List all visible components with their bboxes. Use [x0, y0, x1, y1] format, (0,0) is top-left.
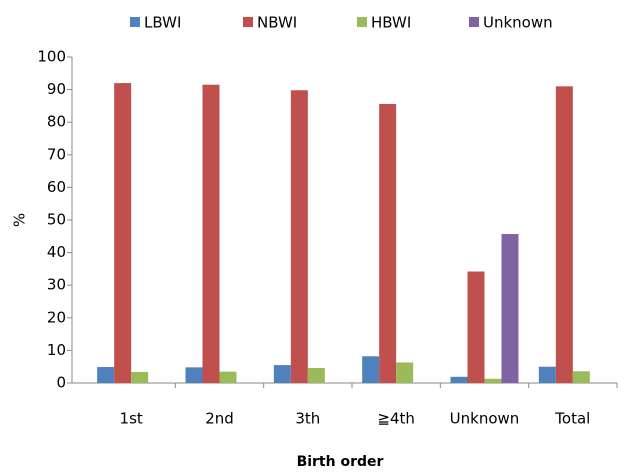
legend-label: NBWI [257, 14, 297, 32]
y-tick-label: 20 [47, 308, 66, 326]
y-tick-label: 50 [47, 211, 66, 229]
legend-label: HBWI [371, 14, 411, 32]
x-tick-label: 3th [295, 410, 320, 428]
bar [131, 371, 149, 383]
y-tick-label: 30 [47, 276, 66, 294]
bar [219, 371, 237, 383]
x-tick-label: ≧4th [377, 410, 415, 428]
y-tick-label: 40 [47, 243, 66, 261]
legend-label: LBWI [144, 14, 181, 32]
x-tick-label: 2nd [205, 410, 234, 428]
bar [114, 83, 132, 383]
bar [555, 86, 573, 383]
legend-label: Unknown [483, 14, 553, 32]
bar [379, 103, 397, 383]
legend-swatch [469, 17, 479, 27]
x-tick-label: Total [554, 410, 590, 428]
bar [450, 376, 468, 383]
y-tick-label: 90 [47, 80, 66, 98]
bar [97, 367, 115, 383]
y-tick-label: 10 [47, 341, 66, 359]
bar [290, 90, 308, 383]
x-axis-title: Birth order [297, 454, 384, 469]
bar [501, 234, 519, 383]
bar [467, 271, 485, 383]
bar [185, 367, 203, 383]
bar [362, 356, 380, 383]
legend-swatch [357, 17, 367, 27]
legend-swatch [130, 17, 140, 27]
x-tick-label: 1st [120, 410, 143, 428]
y-tick-label: 70 [47, 145, 66, 163]
y-tick-label: 0 [56, 374, 66, 392]
y-tick-label: 60 [47, 178, 66, 196]
y-tick-label: 100 [37, 48, 66, 66]
bar [396, 362, 414, 383]
y-axis-title: % [11, 213, 29, 227]
legend-swatch [243, 17, 253, 27]
y-tick-label: 80 [47, 113, 66, 131]
bar [572, 371, 590, 383]
bar [273, 365, 291, 383]
x-tick-label: Unknown [450, 410, 520, 428]
bar [484, 378, 502, 383]
bar [538, 366, 556, 383]
bar [307, 368, 325, 383]
bar [202, 84, 220, 384]
